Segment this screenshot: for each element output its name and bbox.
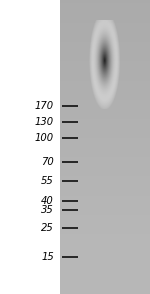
Text: 15: 15 xyxy=(41,252,54,262)
Text: 130: 130 xyxy=(35,117,54,127)
Text: 40: 40 xyxy=(41,196,54,206)
Text: 55: 55 xyxy=(41,176,54,186)
Text: 35: 35 xyxy=(41,205,54,215)
Text: 25: 25 xyxy=(41,223,54,233)
Text: 100: 100 xyxy=(35,133,54,143)
Text: 170: 170 xyxy=(35,101,54,111)
Text: 70: 70 xyxy=(41,157,54,167)
